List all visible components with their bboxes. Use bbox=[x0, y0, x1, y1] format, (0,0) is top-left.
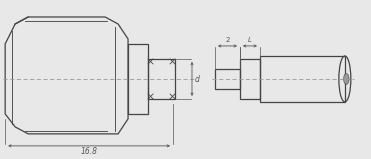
Text: 2: 2 bbox=[225, 38, 230, 43]
Text: d: d bbox=[195, 75, 200, 84]
Text: 16.8: 16.8 bbox=[81, 147, 98, 156]
Text: L: L bbox=[248, 38, 252, 43]
Ellipse shape bbox=[344, 73, 349, 84]
